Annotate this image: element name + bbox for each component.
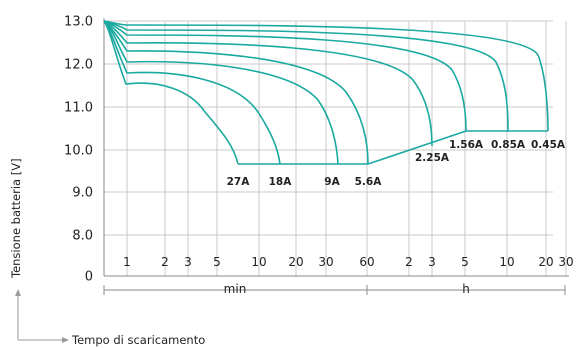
x-unit-h: h [462, 282, 470, 296]
tick-labels: 13.0 12.0 11.0 10.0 9.0 8.0 0 1 2 3 5 10 20 30 60 2 3 5 10… [64, 15, 574, 285]
series-label: 18A [269, 176, 293, 188]
discharge-curve-5.6A [103, 20, 369, 165]
x-tick-label: 20 [538, 255, 553, 269]
discharge-curves [103, 20, 549, 165]
x-tick-label: 3 [428, 255, 436, 269]
discharge-curve-2.25A [103, 20, 433, 147]
x-tick-label: 2 [405, 255, 413, 269]
x-tick-label: 1 [123, 255, 131, 269]
y-tick-label: 8.0 [72, 229, 93, 244]
x-tick-label: 10 [499, 255, 514, 269]
series-label: 5.6A [355, 176, 383, 188]
x-tick-label: 60 [359, 255, 374, 269]
discharge-curve-27A [103, 20, 239, 165]
x-tick-label: 10 [251, 255, 266, 269]
series-label: 27A [227, 176, 251, 188]
discharge-curve-1.56A [103, 20, 467, 132]
x-tick-label: 2 [161, 255, 169, 269]
y-tick-label: 10.0 [64, 144, 93, 159]
axes [103, 18, 569, 295]
y-tick-label: 13.0 [64, 15, 93, 30]
x-unit-min: min [224, 282, 247, 296]
y-tick-label: 11.0 [64, 101, 93, 116]
y-tick-label: 0 [85, 270, 93, 285]
y-tick-label: 9.0 [72, 186, 93, 201]
x-tick-label: 30 [558, 255, 573, 269]
x-tick-label: 3 [184, 255, 192, 269]
x-tick-label: 5 [213, 255, 221, 269]
y-tick-label: 12.0 [64, 58, 93, 73]
x-tick-label: 5 [461, 255, 469, 269]
x-axis-label: Tempo di scaricamento [71, 333, 205, 347]
series-label: 1.56A [449, 139, 484, 151]
discharge-curve-0.45A [103, 20, 549, 132]
series-label: 0.45A [531, 139, 566, 151]
cutoff-voltage-line [238, 130, 548, 165]
x-tick-label: 30 [318, 255, 333, 269]
x-tick-label: 20 [288, 255, 303, 269]
grid [104, 20, 569, 277]
discharge-curve-9A [103, 20, 339, 165]
y-axis-label: Tensione batteria [V] [9, 158, 23, 279]
discharge-curve-18A [103, 20, 281, 165]
discharge-curve-0.85A [103, 20, 509, 132]
axis-arrows [15, 289, 69, 343]
series-label: 0.85A [491, 139, 526, 151]
series-label: 9A [324, 176, 340, 188]
series-label: 2.25A [415, 152, 450, 164]
